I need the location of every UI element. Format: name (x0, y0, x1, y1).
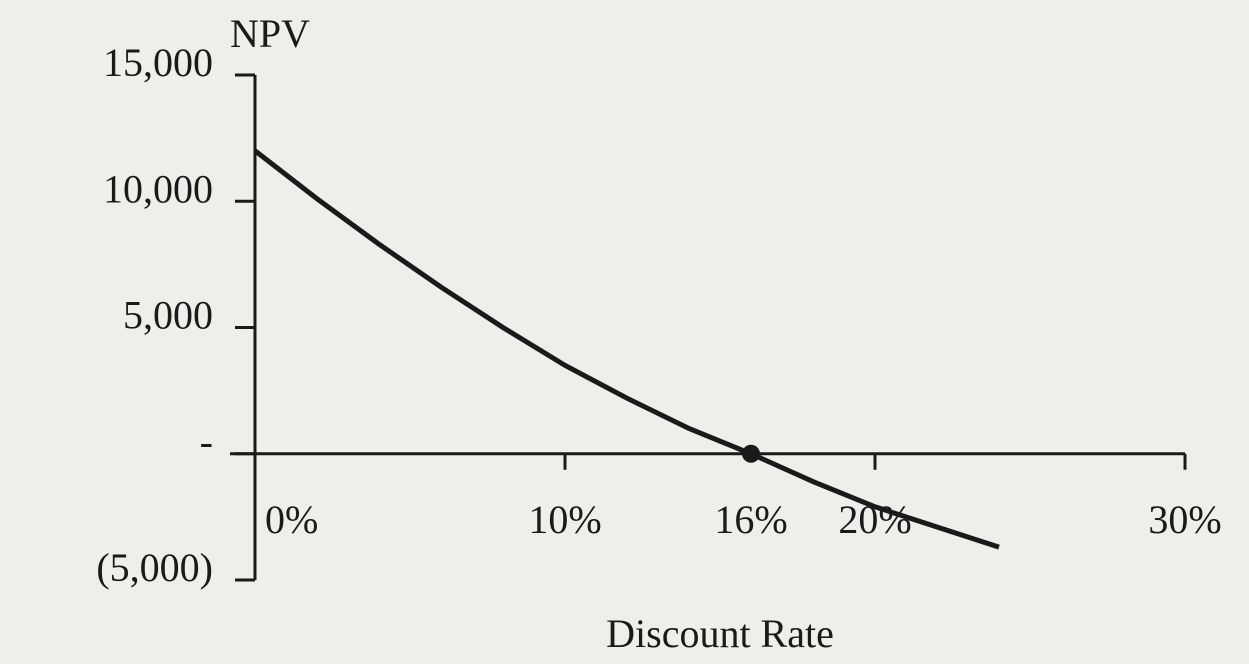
y-tick-label: 15,000 (103, 40, 213, 85)
x-tick-label: 10% (528, 497, 601, 542)
x-tick-label: 0% (265, 497, 318, 542)
x-tick-label: 30% (1148, 497, 1221, 542)
x-axis-label: Discount Rate (606, 611, 834, 656)
irr-point (742, 444, 760, 463)
y-axis-label: NPV (230, 11, 310, 56)
irr-label: 16% (714, 497, 787, 542)
y-tick-label: 10,000 (103, 166, 213, 211)
npv-curve (253, 148, 1000, 550)
y-tick-label: (5,000) (96, 545, 213, 590)
y-tick-label: 5,000 (123, 293, 213, 338)
y-tick-label: - (200, 419, 213, 464)
x-tick-label: 20% (838, 497, 911, 542)
